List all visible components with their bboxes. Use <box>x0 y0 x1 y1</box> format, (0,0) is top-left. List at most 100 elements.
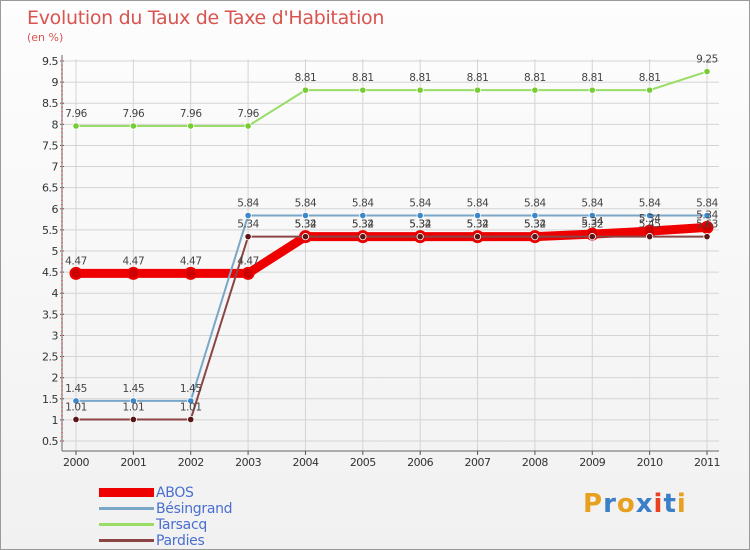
legend-swatch-abos <box>99 488 154 497</box>
data-point-tarsacq <box>473 86 482 94</box>
legend-item-abos[interactable]: ABOS <box>99 485 299 501</box>
series-line-tarsacq <box>76 70 708 128</box>
y-tick-label: 4 <box>52 287 59 300</box>
data-label-besingrand: 1.45 <box>65 383 87 395</box>
data-point-besingrand <box>531 211 539 220</box>
legend-label-tarsacq: Tarsacq <box>156 517 207 533</box>
data-label-tarsacq: 8.81 <box>467 72 489 84</box>
data-label-pardies: 5.32 <box>524 219 546 231</box>
y-tick-label: 2 <box>52 372 59 385</box>
data-label-tarsacq: 7.96 <box>65 108 87 120</box>
data-label-pardies: 5.34 <box>237 219 259 231</box>
y-tick-label: 3 <box>52 329 59 342</box>
data-label-abos: 5.34 <box>696 209 718 221</box>
series-line-besingrand <box>76 214 707 402</box>
data-label-besingrand: 5.84 <box>639 198 661 210</box>
data-label-besingrand: 5.84 <box>409 198 431 210</box>
data-point-pardies <box>588 233 596 241</box>
data-point-besingrand <box>588 211 596 220</box>
x-tick-label: 2003 <box>235 456 261 469</box>
data-point-tarsacq <box>703 67 711 76</box>
x-tick-label: 2000 <box>63 456 89 469</box>
x-tick-label: 2001 <box>120 456 146 469</box>
data-point-abos <box>184 266 198 280</box>
y-tick-label: 6.5 <box>42 182 58 195</box>
data-point-pardies <box>416 233 424 241</box>
series-line-abos <box>76 222 708 278</box>
data-label-abos: 4.47 <box>65 255 87 267</box>
data-point-tarsacq <box>588 86 596 94</box>
x-tick-label: 2004 <box>292 456 318 469</box>
data-point-pardies <box>646 233 654 241</box>
data-label-pardies: 5.32 <box>295 219 317 231</box>
data-label-tarsacq: 8.81 <box>524 72 546 84</box>
grid-lines <box>62 59 719 451</box>
x-tick-label: 2010 <box>637 456 663 469</box>
chart-title: Evolution du Taux de Taxe d'Habitation <box>27 7 385 29</box>
data-label-abos: 5.34 <box>639 213 661 225</box>
legend-label-pardies: Pardies <box>156 533 205 549</box>
legend-item-tarsacq[interactable]: Tarsacq <box>99 517 299 533</box>
data-label-abos: 5.34 <box>295 219 317 231</box>
data-point-tarsacq <box>646 86 654 94</box>
data-point-pardies <box>359 233 367 241</box>
data-label-tarsacq: 7.96 <box>180 108 202 120</box>
x-tick-label: 2008 <box>522 456 548 469</box>
data-label-abos: 5.34 <box>581 216 603 228</box>
data-point-pardies <box>301 233 310 241</box>
series-lines <box>69 67 714 424</box>
proxiti-logo: Proxiti <box>583 489 687 519</box>
legend-item-besingrand[interactable]: Bésingrand <box>99 501 299 517</box>
data-point-besingrand <box>129 397 137 405</box>
data-label-besingrand: 5.84 <box>524 198 546 210</box>
y-tick-label: 3.5 <box>42 308 58 321</box>
legend-label-abos: ABOS <box>156 485 194 501</box>
data-point-pardies <box>473 233 482 241</box>
y-tick-label: 7 <box>52 161 59 174</box>
y-tick-label: 1.5 <box>42 393 58 406</box>
data-label-pardies: 1.01 <box>180 401 202 413</box>
data-label-pardies: 1.01 <box>65 401 87 413</box>
data-point-pardies <box>129 415 137 424</box>
legend-item-pardies[interactable]: Pardies <box>99 533 299 549</box>
data-label-pardies: 5.63 <box>696 219 718 231</box>
data-label-tarsacq: 8.81 <box>639 72 661 84</box>
data-point-abos <box>126 266 140 280</box>
data-label-abos: 5.34 <box>467 219 489 231</box>
data-label-tarsacq: 8.81 <box>409 72 431 84</box>
data-labels: 4.47 4.47 4.47 4.47 5.34 5.34 5.34 5.34 5.34 5.34… <box>65 54 719 414</box>
data-label-abos: 5.34 <box>409 219 431 231</box>
data-label-pardies: 5.45 <box>639 219 661 231</box>
series-line-pardies <box>76 235 707 421</box>
data-label-besingrand: 5.84 <box>467 198 489 210</box>
data-label-abos: 5.34 <box>352 219 374 231</box>
logo-letter: x <box>635 489 654 519</box>
data-point-tarsacq <box>129 122 137 130</box>
y-tick-label: 8.5 <box>42 97 58 110</box>
data-point-pardies <box>703 233 711 241</box>
data-point-abos <box>69 266 83 280</box>
data-point-abos <box>241 266 255 280</box>
y-tick-label: 4.5 <box>42 266 58 279</box>
data-point-tarsacq <box>72 122 80 130</box>
data-point-besingrand <box>72 397 80 405</box>
chart-subtitle: (en %) <box>27 31 64 44</box>
logo-letter: o <box>616 489 636 519</box>
y-tick-label: 0.5 <box>42 435 58 448</box>
y-tick-label: 9.5 <box>42 55 58 68</box>
x-tick-label: 2007 <box>465 456 491 469</box>
y-tick-label: 9 <box>52 76 59 89</box>
logo-letter: P <box>583 489 604 519</box>
data-label-pardies: 5.32 <box>409 219 431 231</box>
y-tick-label: 8 <box>52 118 59 131</box>
x-tick-label: 2009 <box>579 456 605 469</box>
data-point-besingrand <box>473 211 482 220</box>
data-point-besingrand <box>416 211 424 220</box>
data-point-tarsacq <box>359 86 367 94</box>
data-label-besingrand: 5.84 <box>581 198 603 210</box>
axes <box>61 55 719 452</box>
data-point-pardies <box>187 415 195 424</box>
legend: ABOS Bésingrand Tarsacq Pardies <box>99 485 299 549</box>
